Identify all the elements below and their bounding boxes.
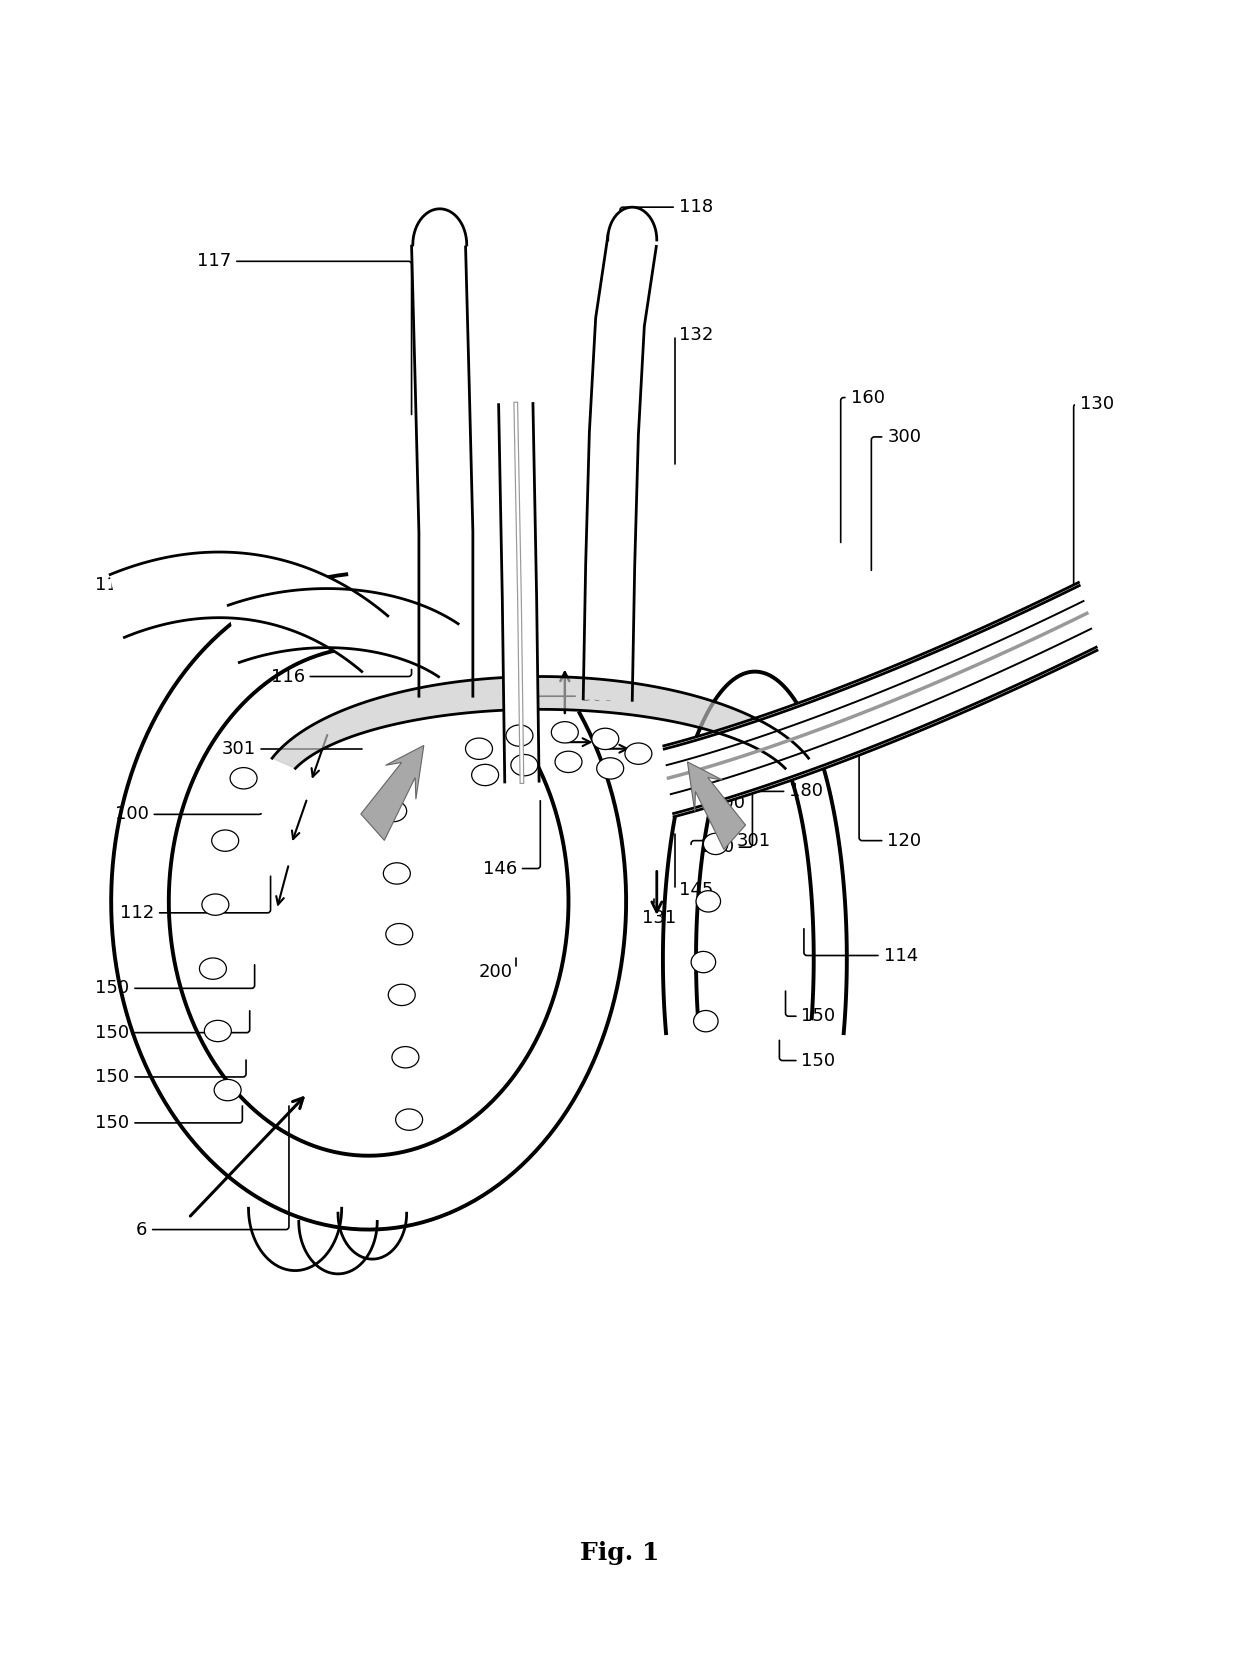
Ellipse shape [396,1109,423,1130]
Text: 300: 300 [708,794,746,813]
Polygon shape [228,589,458,677]
Polygon shape [110,553,388,672]
Text: 120: 120 [859,735,921,849]
Polygon shape [663,672,847,1033]
Text: 6: 6 [135,1106,289,1238]
Text: 180: 180 [740,783,823,801]
Text: 115: 115 [95,576,188,597]
Ellipse shape [392,1046,419,1067]
Ellipse shape [215,1079,241,1101]
Text: 150: 150 [785,991,836,1024]
Ellipse shape [703,832,728,854]
Text: 301: 301 [691,831,770,849]
Polygon shape [412,243,472,697]
Ellipse shape [596,758,624,780]
Ellipse shape [591,728,619,750]
Ellipse shape [511,755,538,776]
Text: 116: 116 [270,667,412,685]
Ellipse shape [388,985,415,1006]
Ellipse shape [205,1021,232,1041]
Polygon shape [583,233,656,700]
Polygon shape [361,745,424,841]
Polygon shape [272,677,808,768]
Ellipse shape [693,1011,718,1031]
Text: 130: 130 [1074,396,1114,594]
Text: 118: 118 [620,199,713,316]
Text: 150: 150 [780,1041,836,1069]
Text: 146: 146 [482,801,541,877]
Text: 114: 114 [804,928,918,965]
Ellipse shape [212,829,238,851]
Ellipse shape [200,958,227,980]
Text: 150: 150 [95,1011,249,1041]
Ellipse shape [696,890,720,912]
Ellipse shape [202,894,229,915]
Polygon shape [663,583,1097,816]
Ellipse shape [552,722,578,743]
Ellipse shape [556,751,582,773]
Polygon shape [498,404,539,781]
Text: 200: 200 [479,958,516,981]
Polygon shape [687,761,745,849]
Ellipse shape [465,738,492,760]
Text: Fig. 1: Fig. 1 [580,1541,660,1566]
Text: 150: 150 [95,1106,242,1132]
Ellipse shape [231,768,257,789]
Text: 150: 150 [95,1061,246,1086]
Ellipse shape [471,765,498,786]
Text: 301: 301 [222,740,362,758]
Text: 300: 300 [872,429,921,571]
Text: 100: 100 [115,806,262,824]
Text: 117: 117 [197,252,412,414]
Text: 130: 130 [699,751,753,856]
Polygon shape [413,209,466,245]
Text: 160: 160 [841,389,884,543]
Ellipse shape [625,743,652,765]
Text: 145: 145 [675,834,713,899]
Ellipse shape [379,801,407,823]
Ellipse shape [691,952,715,973]
Text: 112: 112 [120,875,270,922]
Ellipse shape [386,923,413,945]
Ellipse shape [506,725,533,746]
Polygon shape [608,207,657,240]
Ellipse shape [383,862,410,884]
Text: 132: 132 [675,326,713,463]
Text: 150: 150 [95,965,254,998]
Text: 131: 131 [642,899,676,927]
Polygon shape [112,574,626,1230]
Text: 300: 300 [520,682,615,705]
